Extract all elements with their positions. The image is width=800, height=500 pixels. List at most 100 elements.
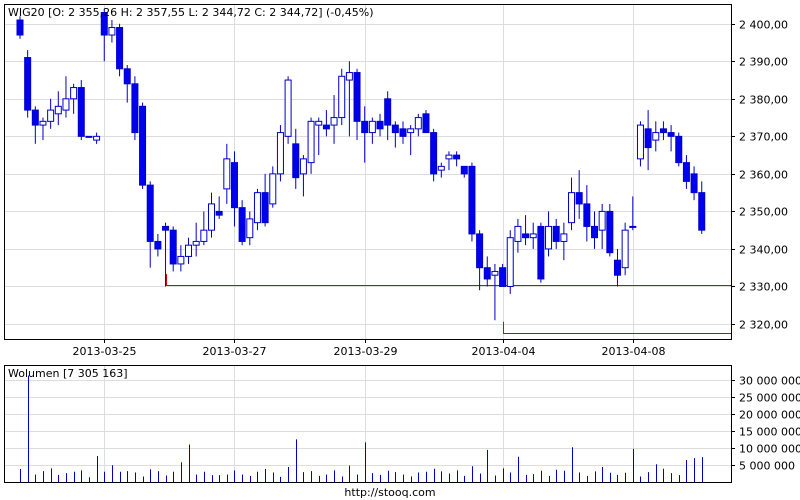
price-reference-lines [166, 274, 731, 334]
candle-body [399, 128, 407, 137]
candle-body [606, 210, 614, 254]
candle-body [430, 132, 438, 175]
candle-body [499, 267, 507, 287]
price-y-tick-label: 2 320,00 [739, 319, 788, 332]
price-candle [491, 263, 499, 321]
candle-body [698, 192, 706, 231]
price-candle [169, 226, 177, 272]
price-candle [621, 222, 629, 276]
price-candle [583, 185, 591, 242]
price-candle [322, 110, 330, 137]
candle-body [223, 158, 231, 190]
candle-body [70, 87, 78, 100]
candle-body [391, 124, 399, 134]
price-candle [345, 61, 353, 137]
price-candle [330, 95, 338, 144]
candle-body [667, 132, 675, 137]
candle-body [437, 165, 445, 171]
price-candle [123, 65, 131, 103]
price-panel: 2 320,00 2 330,00 2 340,00 2 350,00 2 360,00… [4, 4, 788, 358]
candle-body [276, 132, 284, 175]
price-candle [62, 76, 70, 118]
candle-body [690, 173, 698, 194]
candle-body [131, 83, 139, 134]
price-y-tick-label: 2 370,00 [739, 131, 788, 144]
price-candle [552, 218, 560, 249]
price-candle [499, 263, 507, 287]
candle-body [246, 218, 254, 239]
price-y-tick-label: 2 340,00 [739, 244, 788, 257]
volume-y-tick-label: 15 000 000 [739, 426, 800, 439]
candle-body [169, 229, 177, 265]
price-candle [238, 200, 246, 246]
volume-y-axis: 5 000 000 10 000 000 15 000 000 20 000 000 2… [731, 375, 800, 473]
price-candle [667, 125, 675, 152]
candle-body [31, 109, 39, 126]
candle-body [108, 27, 116, 36]
price-candle [414, 113, 422, 137]
candle-body [545, 225, 553, 250]
price-candle [537, 222, 545, 283]
price-chart-title: WIG20 [O: 2 355,26 H: 2 357,55 L: 2 344,… [8, 6, 374, 19]
price-candle [353, 68, 361, 141]
price-x-tick-label: 2013-03-25 [73, 345, 137, 358]
volume-y-tick-label: 25 000 000 [739, 392, 800, 405]
candle-body [675, 135, 683, 164]
price-gridlines [5, 5, 731, 339]
candle-body [77, 87, 85, 137]
volume-panel: 5 000 000 10 000 000 15 000 000 20 000 000 2… [4, 365, 800, 483]
candle-body [621, 229, 629, 269]
price-candle [483, 256, 491, 287]
candle-body [522, 233, 530, 239]
candle-body [453, 154, 461, 160]
price-candle [261, 173, 269, 227]
price-candle [659, 121, 667, 141]
price-candle [445, 151, 453, 171]
price-candle [284, 76, 292, 144]
price-candle [154, 233, 162, 257]
price-candle [146, 181, 154, 268]
candle-body [629, 225, 637, 228]
price-candle [292, 128, 300, 189]
price-candle [192, 222, 200, 257]
price-candle [338, 68, 346, 126]
candle-body [445, 154, 453, 160]
candle-body [208, 203, 215, 231]
price-candle [315, 117, 323, 156]
price-candle [514, 218, 522, 253]
price-candle [368, 117, 376, 144]
candle-body [384, 98, 392, 126]
price-candle [223, 143, 231, 204]
candle-body [353, 72, 361, 122]
candle-body [636, 124, 644, 160]
price-candle [636, 121, 644, 167]
candle-body [100, 12, 108, 36]
price-candle [644, 110, 652, 171]
price-y-tick-label: 2 350,00 [739, 206, 788, 219]
candle-body [368, 120, 376, 134]
price-candle [430, 128, 438, 182]
price-candle [108, 20, 116, 43]
price-candle [139, 102, 147, 189]
price-candle [568, 177, 576, 231]
price-candle [629, 196, 637, 231]
candle-body [24, 57, 32, 111]
candle-body [468, 165, 476, 235]
price-candle [652, 121, 660, 152]
candle-body [613, 259, 621, 276]
candle-body [93, 135, 101, 141]
candle-body [238, 207, 246, 242]
price-candle [269, 166, 277, 208]
price-y-axis: 2 320,00 2 330,00 2 340,00 2 350,00 2 360,00… [731, 19, 788, 332]
price-x-axis: 2013-03-25 2013-03-27 2013-03-29 2013-04-04… [73, 339, 665, 358]
price-candle [116, 23, 124, 77]
candle-body [529, 233, 537, 239]
price-y-tick-label: 2 400,00 [739, 19, 788, 32]
price-candle [422, 110, 430, 134]
candle-body [54, 105, 62, 115]
candle-body [338, 75, 346, 119]
candle-body [598, 210, 606, 231]
candle-body [682, 162, 690, 182]
candle-body [123, 68, 131, 85]
